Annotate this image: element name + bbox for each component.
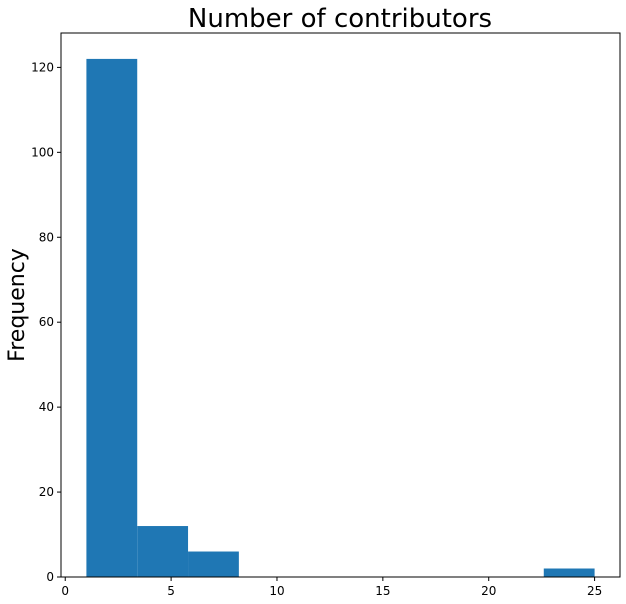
x-tick-label: 15 xyxy=(375,584,390,598)
x-tick-label: 10 xyxy=(269,584,284,598)
y-tick-label: 120 xyxy=(31,60,54,74)
y-tick-label: 0 xyxy=(46,570,54,584)
y-axis-label: Frequency xyxy=(5,248,30,362)
y-tick-label: 80 xyxy=(39,230,54,244)
y-tick-label: 40 xyxy=(39,400,54,414)
chart-title: Number of contributors xyxy=(188,4,492,34)
x-tick-label: 5 xyxy=(167,584,175,598)
bar xyxy=(188,551,239,577)
bar xyxy=(86,58,138,577)
axes-frame xyxy=(60,32,621,578)
y-tick-label: 60 xyxy=(39,315,54,329)
bar xyxy=(543,568,595,577)
bar xyxy=(137,526,189,577)
y-tick-label: 20 xyxy=(39,485,54,499)
x-tick-label: 20 xyxy=(481,584,496,598)
x-tick-label: 0 xyxy=(61,584,69,598)
y-tick-label: 100 xyxy=(31,145,54,159)
x-tick-label: 25 xyxy=(587,584,602,598)
